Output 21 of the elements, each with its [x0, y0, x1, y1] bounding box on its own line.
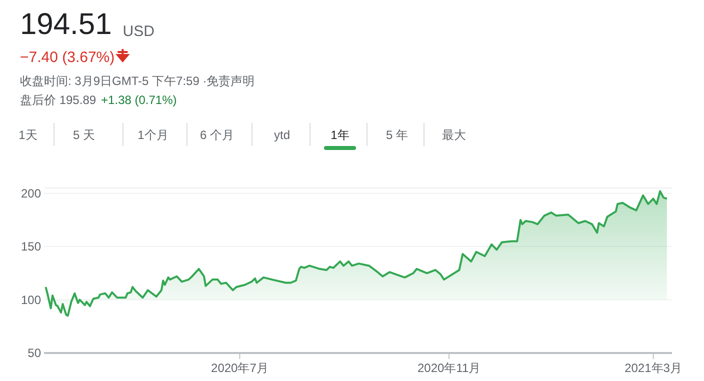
text: 6 个月 — [200, 128, 234, 142]
text: USD — [122, 23, 155, 40]
text: 1个月 — [138, 128, 168, 142]
x-tick-label: 2020年7月 — [211, 361, 268, 375]
x-tick-label: 2021年3月 — [624, 361, 682, 375]
text: 5 年 — [386, 128, 408, 142]
text: 最大 — [442, 128, 466, 142]
text: 194.51 — [20, 8, 112, 41]
text: ytd — [274, 128, 290, 142]
text: 1天 — [18, 128, 38, 142]
y-tick-label: 200 — [20, 186, 42, 200]
text: 盘后价 195.89 — [20, 93, 96, 107]
y-tick-label: 100 — [20, 292, 42, 307]
y-tick-label: 50 — [28, 346, 42, 360]
text: −7.40 (3.67%) — [20, 49, 115, 66]
text: 5 天 — [72, 128, 96, 142]
text: 1年 — [330, 128, 350, 142]
y-tick-label: 150 — [20, 240, 42, 254]
text: +1.38 (0.71%) — [101, 93, 177, 107]
x-tick-label: 2020年11月 — [417, 361, 481, 375]
text: 收盘时间: 3月9日GMT-5 下午7:59 ·免责声明 — [20, 74, 255, 88]
